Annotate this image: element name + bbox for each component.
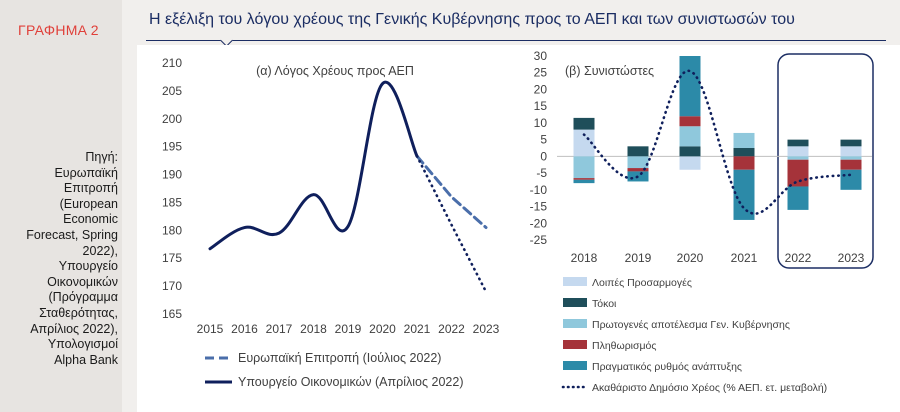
bar-segment (840, 159, 862, 170)
bar-segment (679, 146, 701, 157)
y-tick-label: 180 (162, 223, 182, 237)
bar-segment (679, 156, 701, 170)
legend-swatch (563, 298, 587, 307)
highlight-box (777, 53, 874, 269)
bar-segment (627, 168, 649, 172)
x-tick-label: 2022 (438, 322, 465, 336)
bar-segment (573, 178, 595, 180)
chart-b-components: (β) Συνιστώστες -25 -20 -15 -10 -5 0 5 10 15 20 25 3… (530, 49, 874, 394)
x-tick-label: 2023 (838, 251, 865, 265)
x-tick-label: 2017 (266, 322, 293, 336)
bar-segment (840, 169, 862, 190)
legend-label: Λοιπές Προσαρμογές (592, 277, 692, 289)
bar-segment (840, 139, 862, 147)
bar-segment (787, 156, 809, 160)
x-tick-label: 2021 (731, 251, 758, 265)
title-rule (146, 40, 886, 41)
y-tick-label: -10 (530, 183, 548, 197)
bar-segment (787, 186, 809, 210)
y-tick-label: -5 (536, 166, 547, 180)
x-tick-label: 2015 (197, 322, 224, 336)
bar-segment (573, 179, 595, 184)
legend-swatch (563, 277, 587, 286)
figure-label: ΓΡΑΦΗΜΑ 2 (18, 22, 99, 38)
series-line-1 (208, 80, 419, 251)
bar-segment (679, 56, 701, 117)
figure-title: Η εξέλιξη του λόγου χρέους της Γενικής Κ… (149, 11, 795, 28)
bar-segment (787, 146, 809, 157)
y-tick-label: 25 (534, 66, 548, 80)
y-tick-label: 30 (534, 49, 548, 63)
y-tick-label: 5 (540, 133, 547, 147)
x-tick-label: 2023 (473, 322, 500, 336)
bar-segment (733, 132, 755, 148)
y-tick-label: 205 (162, 84, 182, 98)
y-tick-label: 185 (162, 195, 182, 209)
legend-label: Πραγματικός ρυθμός ανάπτυξης (592, 361, 742, 373)
bar-segment (787, 139, 809, 147)
x-tick-label: 2018 (571, 251, 598, 265)
x-tick-label: 2019 (335, 322, 362, 336)
bar-segment (573, 129, 595, 157)
y-tick-label: 210 (162, 56, 182, 70)
bar-segment (733, 156, 755, 170)
x-tick-label: 2019 (625, 251, 652, 265)
source-note: Πηγή: Ευρωπαϊκή Επιτροπή (European Econo… (26, 150, 118, 367)
bar-segment (733, 169, 755, 220)
x-tick-label: 2022 (785, 251, 812, 265)
legend-label: Ακαθάριστο Δημόσιο Χρέος (% ΑΕΠ. ετ. μετ… (592, 382, 827, 394)
bar-segment (679, 116, 701, 127)
legend-label: Τόκοι (592, 298, 617, 310)
debt-change-line (582, 69, 853, 215)
bar-segment (840, 156, 862, 160)
y-tick-label: 15 (534, 99, 548, 113)
y-tick-label: 200 (162, 112, 182, 126)
series-line-2 (415, 154, 488, 293)
bar-segment (840, 146, 862, 157)
left-panel: ΓΡΑΦΗΜΑ 2 Πηγή: Ευρωπαϊκή Επιτροπή (Euro… (0, 0, 122, 412)
bar-segment (733, 148, 755, 157)
chart-a-subtitle: (α) Λόγος Χρέους προς ΑΕΠ (256, 64, 414, 78)
x-tick-label: 2021 (404, 322, 431, 336)
y-tick-label: 190 (162, 168, 182, 182)
bar-segment (679, 126, 701, 147)
bar-segment (573, 117, 595, 130)
y-tick-label: 0 (540, 149, 547, 163)
plot-background (137, 45, 900, 412)
x-tick-label: 2020 (677, 251, 704, 265)
chart-b-subtitle: (β) Συνιστώστες (565, 64, 654, 78)
chart-a-debt-ratio: (α) Λόγος Χρέους προς ΑΕΠ 165 170 175 180 185… (162, 56, 500, 389)
legend-label: Πληθωρισμός (592, 340, 656, 352)
legend-label: Πρωτογενές αποτέλεσμα Γεν. Κυβέρνησης (592, 319, 790, 331)
y-tick-label: 195 (162, 140, 182, 154)
y-tick-label: -15 (530, 200, 548, 214)
bar-segment (627, 146, 649, 157)
y-tick-label: 10 (534, 116, 548, 130)
x-tick-label: 2016 (231, 322, 258, 336)
y-tick-label: -20 (530, 216, 548, 230)
y-tick-label: 20 (534, 82, 548, 96)
legend-label: Ευρωπαϊκή Επιτροπή (Ιούλιος 2022) (238, 351, 441, 365)
y-tick-label: 165 (162, 307, 182, 321)
legend-swatch (563, 319, 587, 328)
bar-segment (627, 156, 649, 169)
x-tick-label: 2018 (300, 322, 327, 336)
legend-swatch (563, 361, 587, 370)
bar-segment (787, 159, 809, 187)
y-tick-label: -25 (530, 233, 548, 247)
series-line-0 (415, 154, 488, 230)
legend-swatch (563, 340, 587, 349)
y-tick-label: 175 (162, 251, 182, 265)
y-tick-label: 170 (162, 279, 182, 293)
x-tick-label: 2020 (369, 322, 396, 336)
bar-segment (573, 156, 595, 179)
legend-label: Υπουργείο Οικονομικών (Απρίλιος 2022) (238, 375, 463, 389)
